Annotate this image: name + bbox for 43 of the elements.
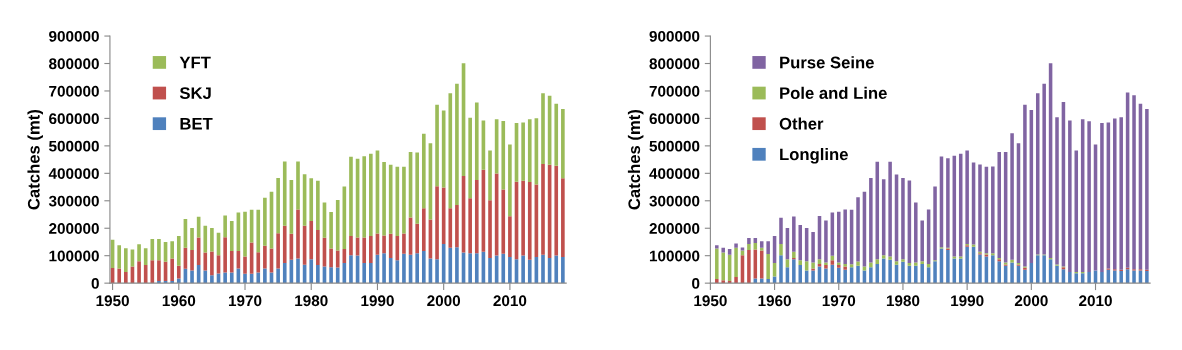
legend-label: Other [779,117,824,130]
legend-label: YFT [179,56,211,69]
legend-label: BET [180,118,213,130]
y-tick-label: 300000 [48,195,99,207]
y-tick-label: 200000 [649,223,700,234]
y-axis-title: Catches (mt) [27,109,43,210]
y-tick-label: 500000 [49,140,99,152]
x-tick-label: 1980 [295,295,328,307]
x-tick-label: 1990 [951,295,984,307]
y-tick-label: 100000 [649,250,700,262]
x-tick-label: 1980 [886,295,920,307]
x-tick-label: 1990 [361,295,394,307]
y-tick-label: 700000 [649,85,700,97]
y-tick-label: 900000 [49,30,99,42]
x-tick-label: 2010 [493,295,527,307]
x-tick-label: 1960 [162,295,196,307]
y-tick-label: 400000 [649,168,700,180]
y-tick-label: 600000 [649,113,700,125]
y-tick-label: 600000 [49,113,99,125]
legend-label: Pole and Line [780,86,887,100]
y-tick-label: 800000 [49,58,99,70]
y-axis-title: Catches (mt) [627,109,644,210]
y-tick-label: 0 [91,278,99,289]
x-tick-label: 1950 [96,295,129,307]
x-tick-label: 2000 [1014,295,1048,307]
y-tick-label: 200000 [49,223,99,234]
x-tick-label: 1970 [822,295,856,307]
x-tick-label: 2000 [427,295,461,307]
y-tick-label: 400000 [48,168,99,180]
y-tick-label: 0 [692,278,700,289]
x-tick-label: 1960 [758,295,791,307]
legend-label: SKJ [179,87,211,100]
y-tick-label: 700000 [49,85,99,97]
y-tick-label: 800000 [649,58,700,70]
x-tick-label: 2010 [1079,295,1112,307]
y-tick-label: 500000 [649,140,700,152]
y-tick-label: 100000 [49,250,99,262]
y-tick-label: 300000 [649,195,700,207]
x-tick-label: 1950 [694,295,727,307]
legend-label: Longline [780,148,848,164]
y-tick-label: 900000 [649,30,700,42]
legend-label: Purse Seine [780,56,874,69]
x-tick-label: 1970 [228,295,262,307]
